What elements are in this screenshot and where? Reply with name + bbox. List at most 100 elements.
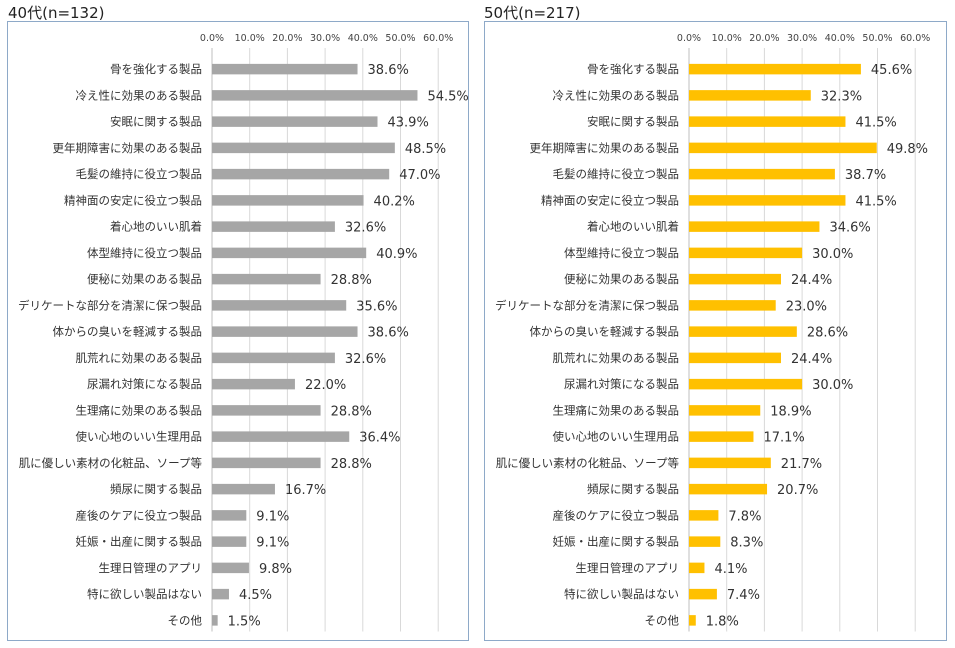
bar (689, 457, 771, 469)
x-tick-label: 40.0% (348, 33, 378, 44)
category-label: 体からの臭いを軽減する製品 (530, 325, 680, 339)
bar (689, 195, 846, 206)
value-label: 28.8% (331, 273, 372, 288)
bar (689, 300, 776, 311)
value-label: 22.0% (305, 378, 346, 393)
bar (212, 378, 295, 390)
bar (212, 326, 358, 337)
value-label: 23.0% (786, 299, 827, 314)
value-label: 49.8% (887, 142, 928, 157)
x-tick-label: 0.0% (200, 33, 224, 44)
category-label: 毛髪の維持に役立つ製品 (76, 167, 203, 181)
bar (689, 431, 754, 442)
category-label: 便秘に効果のある製品 (87, 272, 202, 286)
category-label: 使い心地のいい生理用品 (76, 430, 203, 444)
chart-panel-40s: 0.0% 10.0% 20.0% 30.0% 40.0% 50.0% 60.0% 骨を強化する… (7, 21, 469, 641)
bar (212, 116, 378, 127)
bar (689, 221, 820, 232)
category-label: 生理日管理のアプリ (99, 561, 203, 575)
value-label: 28.6% (807, 326, 848, 341)
bar (689, 273, 781, 285)
category-label: 産後のケアに役立つ製品 (553, 508, 680, 522)
bar (689, 536, 721, 547)
value-label: 4.1% (714, 562, 747, 577)
category-label: 着心地のいい肌着 (110, 220, 202, 234)
category-label: 便秘に効果のある製品 (564, 272, 679, 286)
bar (689, 378, 803, 390)
category-label: 生理痛に効果のある製品 (553, 403, 680, 417)
value-label: 41.5% (855, 116, 896, 131)
category-label: その他 (645, 613, 680, 627)
bar (212, 457, 321, 469)
bar (212, 615, 218, 626)
category-label: 肌に優しい素材の化粧品、ソープ等 (19, 456, 202, 470)
bar (212, 247, 367, 259)
bar (212, 221, 335, 232)
category-label: 妊娠・出産に関する製品 (76, 535, 203, 549)
category-label: デリケートな部分を清潔に保つ製品 (18, 298, 202, 312)
category-label: 尿漏れ対策になる製品 (564, 377, 679, 391)
category-label: 安眠に関する製品 (110, 115, 202, 129)
bar (689, 116, 846, 127)
bar (212, 510, 247, 521)
bar (212, 431, 350, 442)
value-label: 45.6% (871, 63, 912, 78)
bar-chart-50s: 0.0% 10.0% 20.0% 30.0% 40.0% 50.0% 60.0% 骨を強化する… (495, 33, 930, 632)
value-label: 8.3% (730, 536, 763, 551)
bar (212, 195, 364, 206)
bar-chart-40s: 0.0% 10.0% 20.0% 30.0% 40.0% 50.0% 60.0% 骨を強化する… (18, 33, 469, 632)
chart-title-40s: 40代(n=132) (8, 4, 105, 22)
bar (689, 168, 835, 180)
value-label: 40.2% (374, 194, 415, 209)
bar (689, 142, 877, 154)
category-label: 安眠に関する製品 (587, 115, 679, 129)
bar (689, 483, 768, 495)
chart-panel-50s: 0.0% 10.0% 20.0% 30.0% 40.0% 50.0% 60.0% 骨を強化する… (484, 21, 947, 641)
bar (212, 300, 347, 311)
value-label: 20.7% (777, 483, 818, 498)
value-label: 38.6% (368, 326, 409, 341)
category-label: 妊娠・出産に関する製品 (553, 535, 680, 549)
x-tick-label: 30.0% (310, 33, 340, 44)
value-label: 43.9% (388, 116, 429, 131)
value-label: 7.8% (728, 509, 761, 524)
category-label: 体からの臭いを軽減する製品 (53, 325, 203, 339)
category-label: 更年期障害に効果のある製品 (530, 141, 680, 155)
category-label: 肌に優しい素材の化粧品、ソープ等 (496, 456, 679, 470)
category-label: 使い心地のいい生理用品 (553, 430, 680, 444)
category-label: 精神面の安定に役立つ製品 (64, 193, 202, 207)
value-label: 54.5% (427, 89, 468, 104)
category-label: 尿漏れ対策になる製品 (87, 377, 202, 391)
value-label: 38.6% (368, 63, 409, 78)
bar (212, 483, 275, 495)
bar (689, 352, 781, 364)
value-label: 24.4% (791, 352, 832, 367)
x-tick-label: 40.0% (825, 33, 855, 44)
category-label: デリケートな部分を清潔に保つ製品 (495, 298, 679, 312)
bar (212, 273, 321, 285)
value-label: 9.8% (259, 562, 292, 577)
x-tick-label: 50.0% (862, 33, 892, 44)
bar (689, 510, 719, 521)
category-label: 体型維持に役立つ製品 (564, 246, 679, 260)
x-tick-label: 20.0% (272, 33, 302, 44)
category-label: 冷え性に効果のある製品 (76, 88, 203, 102)
category-label: 冷え性に効果のある製品 (553, 88, 680, 102)
value-label: 36.4% (359, 431, 400, 446)
bar (689, 63, 861, 75)
bar (689, 405, 761, 416)
category-label: 精神面の安定に役立つ製品 (541, 193, 679, 207)
value-label: 9.1% (256, 509, 289, 524)
value-label: 1.8% (706, 614, 739, 629)
value-label: 47.0% (399, 168, 440, 183)
x-tick-label: 30.0% (787, 33, 817, 44)
value-label: 9.1% (256, 536, 289, 551)
category-label: 毛髪の維持に役立つ製品 (553, 167, 680, 181)
category-label: 体型維持に役立つ製品 (87, 246, 202, 260)
bar (689, 247, 803, 259)
value-label: 28.8% (331, 457, 372, 472)
value-label: 16.7% (285, 483, 326, 498)
category-label: 産後のケアに役立つ製品 (76, 508, 203, 522)
bar (689, 562, 705, 574)
value-label: 38.7% (845, 168, 886, 183)
